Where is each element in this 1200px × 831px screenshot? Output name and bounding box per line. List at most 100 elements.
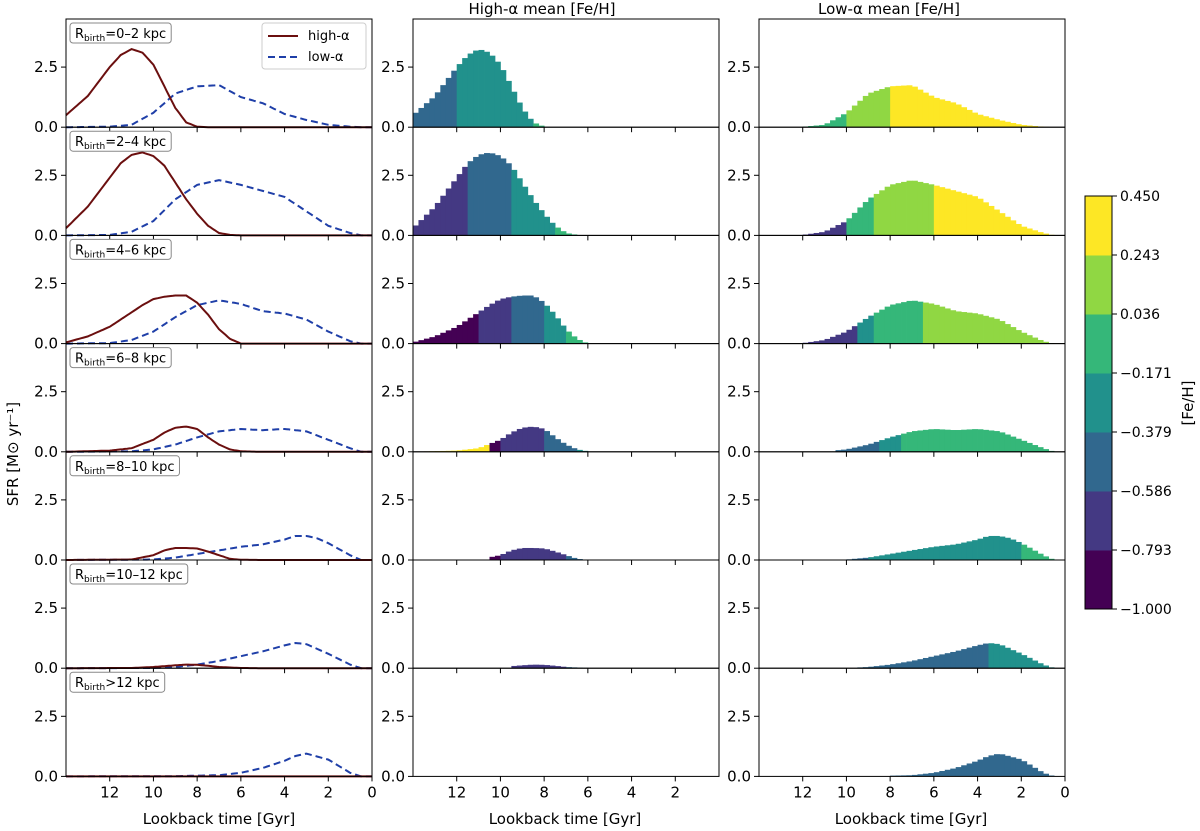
low-alpha-line [66, 427, 372, 453]
histogram-bar [862, 318, 869, 344]
histogram-bar [884, 438, 891, 452]
y-tick-label: 2.5 [381, 166, 405, 184]
low-alpha-line [66, 179, 372, 237]
histogram-bar [819, 232, 825, 236]
high-alpha-histogram [418, 426, 589, 452]
colorbar-tick-label: 0.450 [1120, 189, 1160, 205]
histogram-bar [912, 431, 918, 452]
high-alpha-line [65, 294, 372, 345]
radius-bin-label-text: Rbirth=6–8 kpc [75, 352, 166, 369]
histogram-bar [813, 125, 820, 128]
histogram-bar [835, 225, 842, 236]
histogram-bar [906, 432, 913, 452]
high-alpha-line [66, 547, 372, 561]
histogram-bar [522, 111, 529, 128]
colorbar-tick-label: −0.793 [1120, 543, 1172, 559]
histogram-bar [1032, 230, 1039, 236]
panel-frame [412, 343, 720, 453]
histogram-bar [906, 85, 913, 128]
panel-r6-c0: Rbirth>12 kpc 0.0 2.5 12 10 8 6 4 2 0 [34, 667, 377, 801]
histogram-bar [445, 188, 452, 236]
panel-r0-c1: 0.0 2.5 [381, 18, 720, 136]
panel-r5-c2: 0.0 2.5 [727, 559, 1066, 677]
histogram-bar [901, 551, 907, 560]
colorbar-tick-label: −0.586 [1120, 484, 1172, 500]
histogram-bar [494, 61, 501, 128]
histogram-bar [933, 304, 940, 344]
histogram-bar [873, 556, 880, 560]
low-alpha-line [66, 84, 372, 129]
histogram-bar [456, 450, 463, 452]
y-tick-label: 0.0 [381, 335, 405, 353]
high-alpha-histogram [413, 49, 556, 128]
panel-r2-c1: 0.0 2.5 [381, 234, 720, 353]
histogram-bar [868, 197, 875, 236]
histogram-bar [434, 92, 441, 128]
histogram-bar [972, 540, 978, 560]
radius-bin-label-box [69, 22, 172, 44]
histogram-bar [846, 218, 853, 236]
histogram-bar [884, 186, 891, 236]
x-tick-label: 8 [885, 783, 895, 801]
y-tick-label: 2.5 [34, 707, 58, 725]
histogram-bar [939, 187, 946, 236]
histogram-bar [1010, 650, 1017, 669]
histogram-bar [933, 772, 940, 777]
histogram-bar [862, 445, 869, 452]
histogram-bar [988, 430, 995, 452]
histogram-bar [988, 317, 995, 344]
histogram-bar [516, 665, 523, 669]
histogram-bar [933, 429, 940, 452]
histogram-bar [999, 120, 1006, 128]
histogram-bar [1004, 755, 1011, 777]
histogram-bar [928, 547, 935, 560]
x-tick-label: 6 [236, 783, 246, 801]
panel-r0-c2: 0.0 2.5 [727, 18, 1066, 136]
histogram-bar [873, 90, 880, 128]
histogram-bar [977, 644, 984, 669]
histogram-bar [544, 305, 550, 344]
histogram-bar [928, 773, 935, 777]
histogram-bar [928, 95, 935, 128]
y-tick-label: 2.5 [727, 599, 751, 617]
histogram-bar [538, 125, 545, 128]
histogram-bar [549, 311, 556, 344]
histogram-bar [527, 664, 534, 669]
colorbar-frame [1084, 195, 1113, 610]
histogram-bar [484, 445, 490, 452]
histogram-bar [538, 548, 545, 560]
x-tick-label: 12 [793, 783, 812, 801]
histogram-bar [505, 551, 512, 560]
histogram-bar [944, 545, 951, 560]
y-tick-label: 0.0 [727, 659, 751, 677]
histogram-bar [813, 341, 820, 344]
panel-r4-c0: Rbirth=8–10 kpc 0.0 2.5 [34, 451, 373, 569]
histogram-bar [890, 184, 896, 236]
histogram-bar [522, 186, 529, 236]
histogram-bar [429, 98, 436, 128]
histogram-bar [944, 653, 951, 669]
histogram-bar [895, 85, 902, 128]
histogram-bar [1032, 337, 1039, 344]
histogram-bar [467, 317, 474, 344]
histogram-bar [423, 338, 430, 344]
histogram-bar [922, 183, 929, 236]
histogram-bar [538, 664, 545, 669]
histogram-bar [901, 85, 907, 128]
histogram-bar [434, 202, 441, 236]
x-axis-label-col1: Lookback time [Gyr] [143, 810, 296, 828]
radius-bin-label-text: Rbirth=10–12 kpc [75, 568, 183, 585]
histogram-bar [917, 774, 924, 777]
colorbar-bin [1085, 491, 1112, 551]
colorbar-bin [1085, 196, 1112, 256]
histogram-bar [1010, 220, 1017, 236]
histogram-bar [489, 556, 496, 560]
radius-bin-label-box [69, 671, 166, 693]
histogram-bar [445, 330, 452, 344]
histogram-bar [429, 209, 436, 236]
radius-bin-label-box [69, 238, 172, 260]
histogram-bar [944, 100, 951, 128]
histogram-bar [977, 314, 984, 344]
colorbar-bin [1085, 373, 1112, 433]
y-tick-label: 2.5 [381, 707, 405, 725]
